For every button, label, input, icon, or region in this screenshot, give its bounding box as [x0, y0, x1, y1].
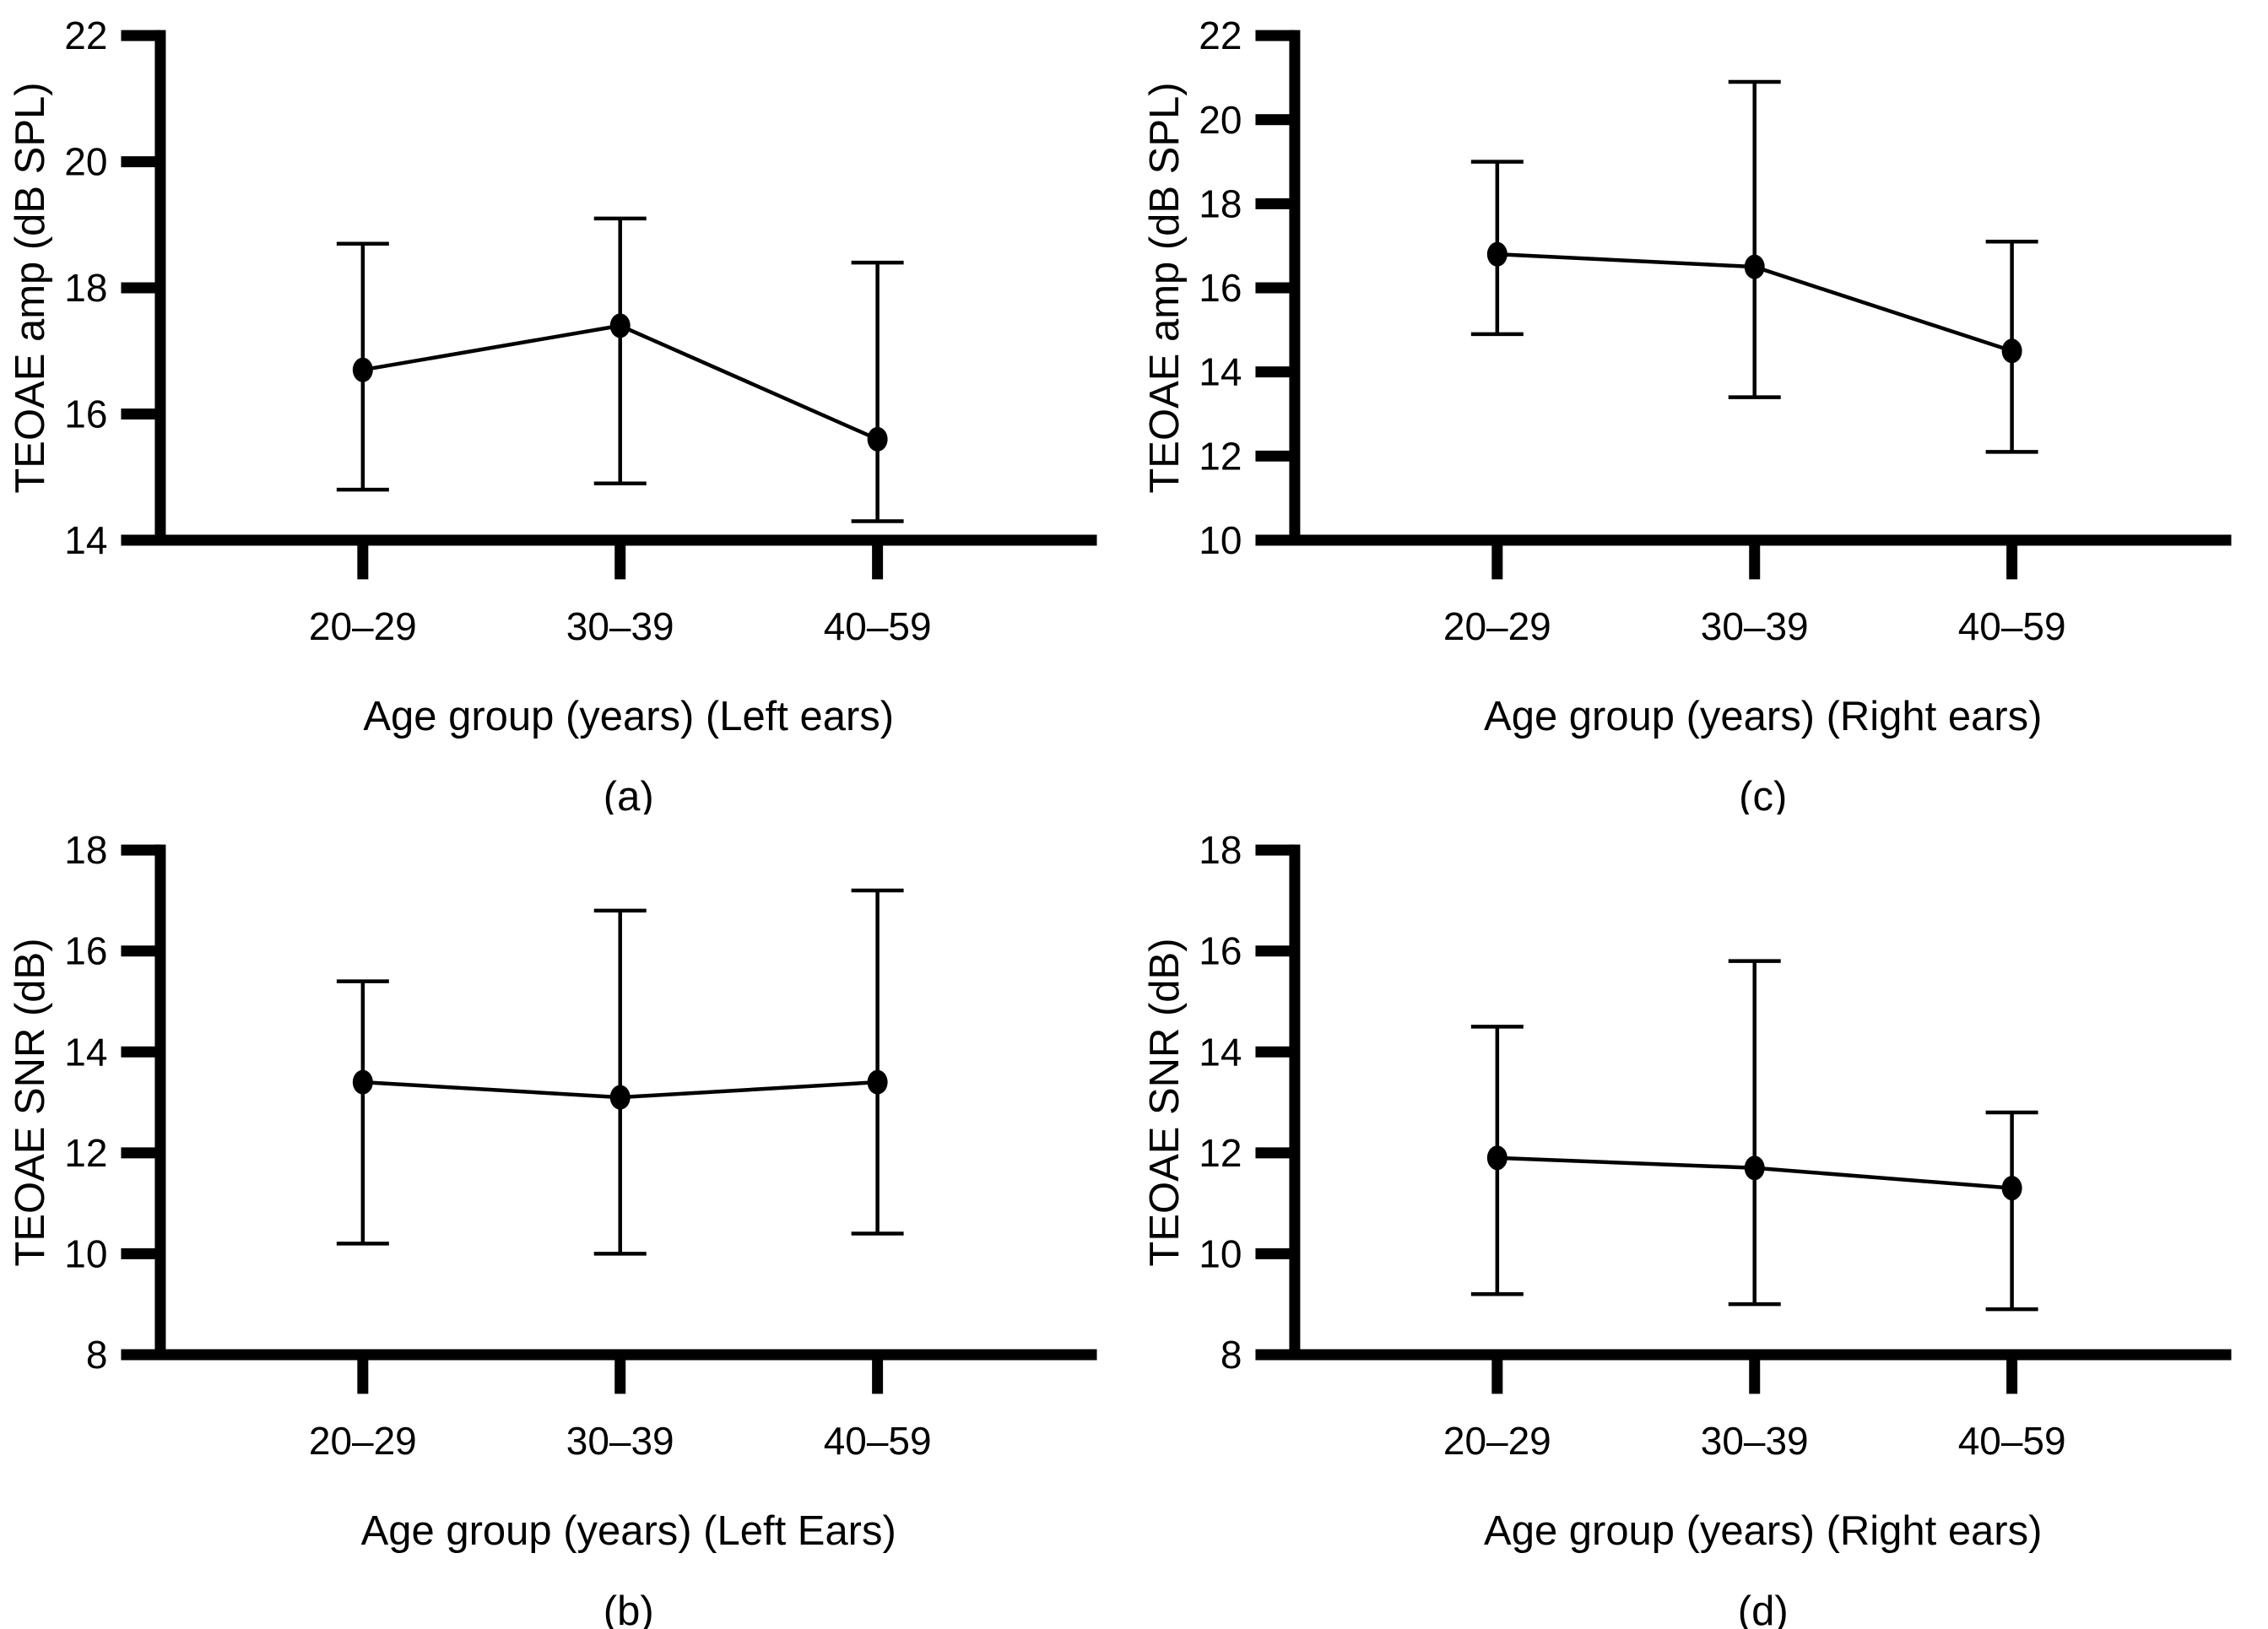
data-point: [1486, 241, 1507, 267]
y-tick-label: 22: [64, 14, 107, 57]
error-bar: [1985, 1110, 2038, 1312]
x-tick-label: 40–59: [1957, 604, 2065, 648]
data-points: [352, 313, 888, 452]
x-axis: 20–29 30–39 40–59: [154, 534, 1097, 648]
x-axis: 20–29 30–39 40–59: [1288, 534, 2232, 648]
error-bars: [336, 888, 904, 1256]
y-axis-title: TEOAE SNR (dB): [1141, 938, 1187, 1266]
y-tick-label: 20: [1199, 98, 1242, 142]
data-point: [1744, 1155, 1765, 1181]
y-tick-label: 12: [1199, 1131, 1242, 1175]
x-tick-label: 20–29: [1443, 1419, 1551, 1463]
chart-panel-d: 18 16 14 12 10 8 20–29 30–39 40–59 Age group (yea…: [1141, 828, 2232, 1629]
error-bars: [1470, 959, 2038, 1312]
data-point: [867, 426, 888, 452]
y-axis: 18 16 14 12 10 8: [64, 828, 166, 1377]
y-tick-label: 12: [64, 1131, 107, 1175]
x-tick-label: 30–39: [566, 604, 674, 648]
chart-panel-b: 18 16 14 12 10 8 20–29 30–39 40–59 Age group (yea…: [8, 828, 1097, 1629]
y-tick-label: 10: [1199, 1231, 1242, 1275]
y-axis: 22 20 18 16 14: [64, 14, 166, 562]
panel-b: 18 16 14 12 10 8 20–29 30–39 40–59 Age group (yea…: [0, 814, 1134, 1629]
x-tick-label: 40–59: [1957, 1419, 2065, 1463]
y-axis-title: TEOAE amp (dB SPL): [1141, 82, 1187, 493]
data-point: [352, 1069, 373, 1095]
data-point: [609, 1085, 631, 1110]
data-point: [867, 1069, 888, 1095]
error-bar: [593, 216, 647, 485]
y-tick-label: 22: [1199, 14, 1242, 57]
error-bars: [336, 216, 904, 523]
y-tick-label: 14: [64, 1030, 107, 1074]
x-tick-label: 40–59: [824, 604, 932, 648]
y-tick-label: 14: [1199, 350, 1242, 394]
y-axis-title: TEOAE SNR (dB): [8, 938, 53, 1266]
y-tick-label: 18: [64, 266, 107, 310]
y-axis: 18 16 14 12 10 8: [1199, 828, 1300, 1377]
x-tick-label: 40–59: [824, 1419, 932, 1463]
y-axis: 22 20 18 16 14 12 10: [1199, 14, 1300, 562]
data-points: [1486, 241, 2022, 364]
panel-c: 22 20 18 16 14 12 10 20–29 30–39 40–59 Age group (…: [1134, 0, 2268, 814]
y-tick-label: 18: [64, 828, 107, 872]
x-tick-label: 30–39: [566, 1419, 674, 1463]
data-point: [609, 313, 631, 338]
error-bars: [1470, 79, 2038, 454]
x-axis: 20–29 30–39 40–59: [154, 1349, 1097, 1463]
data-point: [352, 357, 373, 382]
panel-caption: (c): [1739, 774, 1787, 814]
data-point: [2001, 1176, 2022, 1201]
data-points: [1486, 1145, 2022, 1201]
x-tick-label: 30–39: [1700, 1419, 1808, 1463]
y-tick-label: 10: [1199, 518, 1242, 562]
y-tick-label: 16: [1199, 929, 1242, 973]
x-tick-label: 30–39: [1700, 604, 1808, 648]
x-axis-title: Age group (years) (Right ears): [1484, 1508, 2042, 1554]
panel-a: 22 20 18 16 14 20–29 30–39 40–59 Age group (year…: [0, 0, 1134, 814]
data-point: [1744, 254, 1765, 279]
y-tick-label: 18: [1199, 181, 1242, 225]
y-tick-label: 20: [64, 140, 107, 184]
y-tick-label: 14: [64, 518, 107, 562]
panel-caption: (a): [604, 774, 654, 814]
error-bar: [851, 260, 904, 523]
data-points: [352, 1069, 888, 1110]
y-tick-label: 8: [86, 1333, 108, 1377]
y-tick-label: 10: [64, 1231, 107, 1275]
x-tick-label: 20–29: [309, 604, 417, 648]
y-tick-label: 16: [64, 392, 107, 436]
y-tick-label: 18: [1199, 828, 1242, 872]
y-tick-label: 12: [1199, 434, 1242, 478]
chart-panel-c: 22 20 18 16 14 12 10 20–29 30–39 40–59 Age group (…: [1141, 14, 2232, 814]
chart-panel-a: 22 20 18 16 14 20–29 30–39 40–59 Age group (year…: [8, 14, 1097, 814]
error-bar: [593, 908, 647, 1256]
x-tick-label: 20–29: [309, 1419, 417, 1463]
x-axis-title: Age group (years) (Right ears): [1484, 694, 2042, 739]
panel-d: 18 16 14 12 10 8 20–29 30–39 40–59 Age group (yea…: [1134, 814, 2268, 1629]
data-point: [2001, 338, 2022, 364]
y-tick-label: 16: [64, 929, 107, 973]
error-bar: [851, 888, 904, 1236]
data-point: [1486, 1145, 1507, 1171]
y-tick-label: 8: [1220, 1333, 1242, 1377]
x-axis: 20–29 30–39 40–59: [1288, 1349, 2232, 1463]
y-tick-label: 16: [1199, 266, 1242, 310]
error-bar: [1728, 79, 1781, 399]
y-axis-title: TEOAE amp (dB SPL): [8, 82, 53, 493]
panel-caption: (d): [1737, 1588, 1788, 1629]
panel-caption: (b): [604, 1588, 654, 1629]
error-bar: [336, 979, 389, 1246]
error-bar: [1728, 959, 1781, 1307]
x-tick-label: 20–29: [1443, 604, 1551, 648]
y-tick-label: 14: [1199, 1030, 1242, 1074]
x-axis-title: Age group (years) (Left ears): [363, 694, 894, 739]
x-axis-title: Age group (years) (Left Ears): [361, 1508, 896, 1554]
